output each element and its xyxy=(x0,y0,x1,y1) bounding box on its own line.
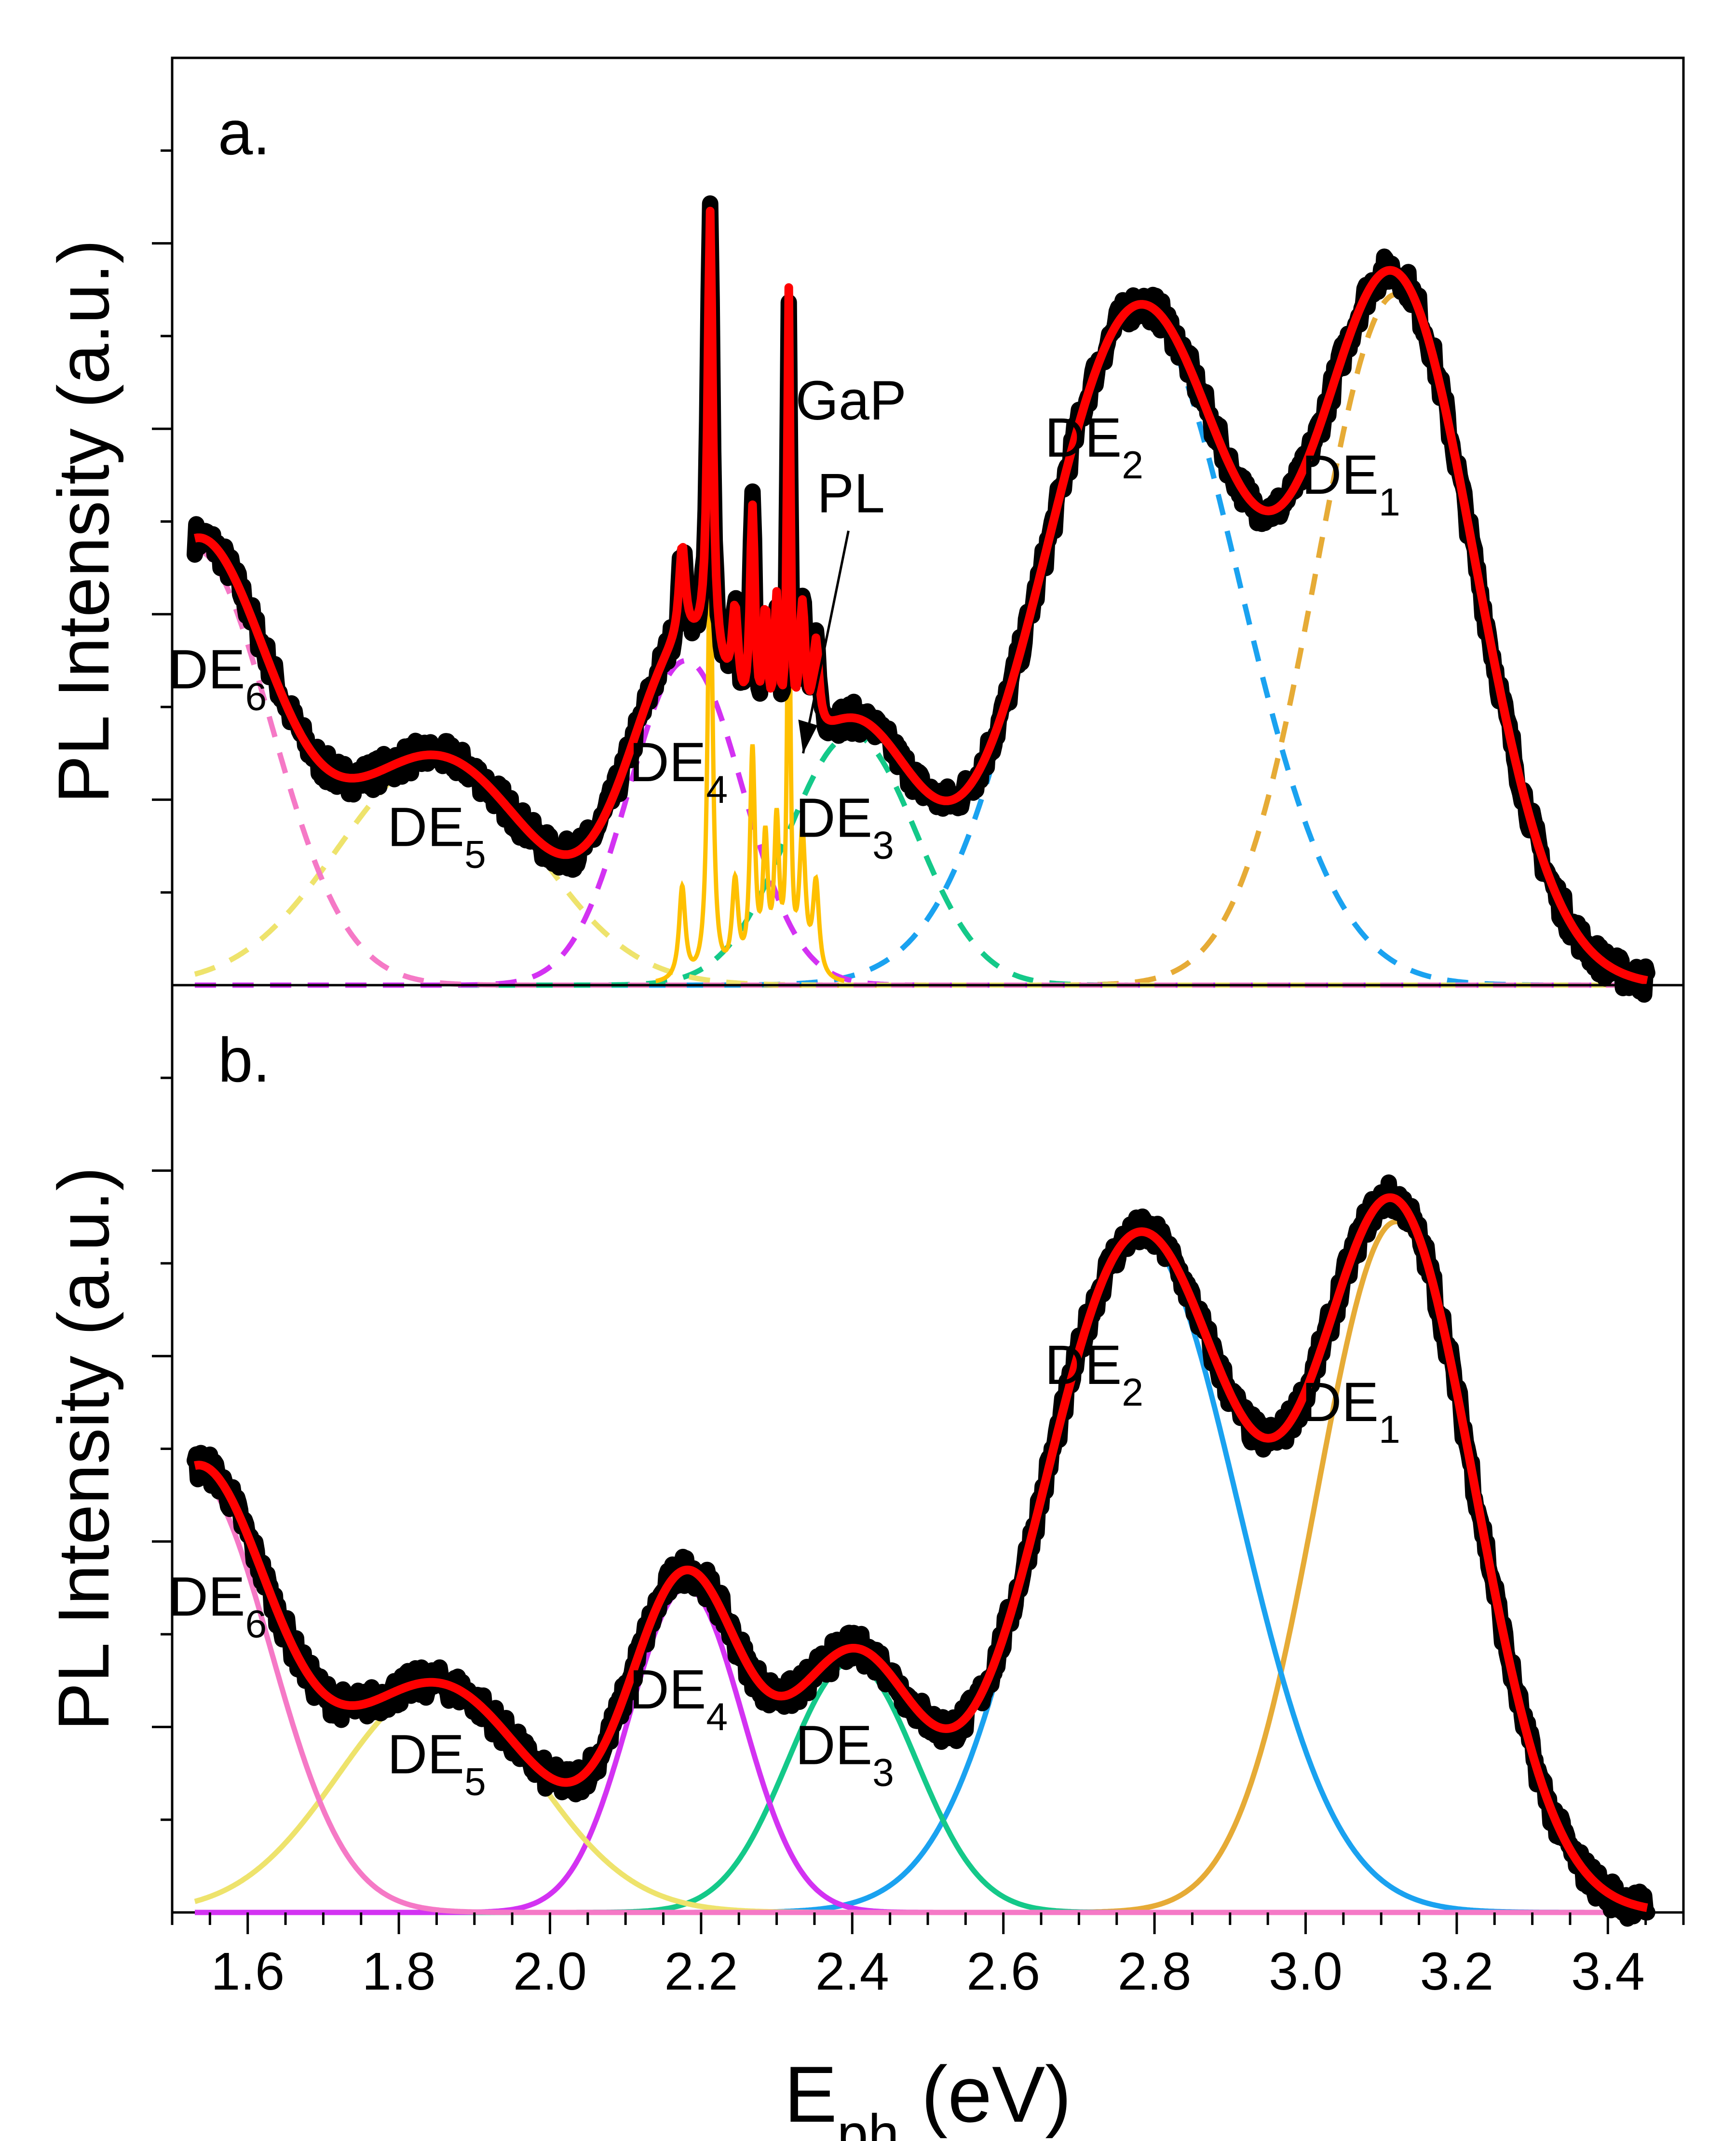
label-de3: DE3 xyxy=(795,1714,894,1794)
measured-data-trace xyxy=(187,1174,1655,1927)
x-tick-label: 2.4 xyxy=(815,1942,889,2001)
label-de5: DE5 xyxy=(387,797,486,877)
panel-b: b. PL Intensity (a.u.) DE1 DE2 DE3 DE4 DE5 DE6 xyxy=(43,984,1685,1927)
measured-data-trace xyxy=(187,195,1655,1003)
label-de3: DE3 xyxy=(795,787,894,867)
component-de6-curve xyxy=(194,1474,1647,1915)
label-de1: DE1 xyxy=(1302,444,1400,524)
x-tick-label: 2.6 xyxy=(966,1942,1040,2001)
gap-arrow-line xyxy=(801,530,850,754)
label-de6: DE6 xyxy=(168,1566,267,1646)
fit-curve xyxy=(192,1193,1650,1912)
x-tick-label: 2.0 xyxy=(513,1942,587,2001)
y-axis-label: PL Intensity (a.u.) xyxy=(43,240,124,804)
label-de4: DE4 xyxy=(629,1659,728,1739)
panel-a: a. PL Intensity (a.u.) DE1 DE2 DE3 DE4 DE5 DE6 G… xyxy=(43,56,1685,1003)
label-de6: DE6 xyxy=(168,639,267,719)
x-tick-label: 2.2 xyxy=(664,1942,738,2001)
component-de2-curve xyxy=(195,305,1647,988)
annotation-pl: PL xyxy=(817,462,885,524)
gap-arrow-head xyxy=(798,719,818,754)
y-axis-label: PL Intensity (a.u.) xyxy=(43,1167,124,1731)
component-de1-curve xyxy=(195,291,1648,988)
label-de4: DE4 xyxy=(629,732,728,812)
x-axis: 1.6 1.8 2.0 2.2 2.4 2.6 2.8 3.0 3.2 3.4 Eph (eV) xyxy=(171,1912,1685,2141)
x-tick-label: 3.2 xyxy=(1420,1942,1493,2001)
label-de1: DE1 xyxy=(1302,1371,1400,1451)
panel-label: a. xyxy=(218,97,270,168)
annotation-gap: GaP xyxy=(796,370,907,432)
x-tick-label: 1.8 xyxy=(362,1942,436,2001)
x-axis-label: Eph (eV) xyxy=(784,2050,1071,2141)
x-tick-label: 1.6 xyxy=(211,1942,285,2001)
component-de1-curve xyxy=(195,1219,1648,1915)
panel-label: b. xyxy=(218,1025,270,1095)
label-de2: DE2 xyxy=(1044,1334,1143,1414)
component-de2-curve xyxy=(195,1233,1647,1915)
x-tick-label: 3.4 xyxy=(1571,1942,1645,2001)
label-de2: DE2 xyxy=(1044,407,1143,487)
x-tick-label: 3.0 xyxy=(1269,1942,1343,2001)
gap-pl-curve xyxy=(655,505,845,983)
fit-curve xyxy=(192,206,1650,985)
label-de5: DE5 xyxy=(387,1724,486,1804)
x-tick-label: 2.8 xyxy=(1118,1942,1192,2001)
